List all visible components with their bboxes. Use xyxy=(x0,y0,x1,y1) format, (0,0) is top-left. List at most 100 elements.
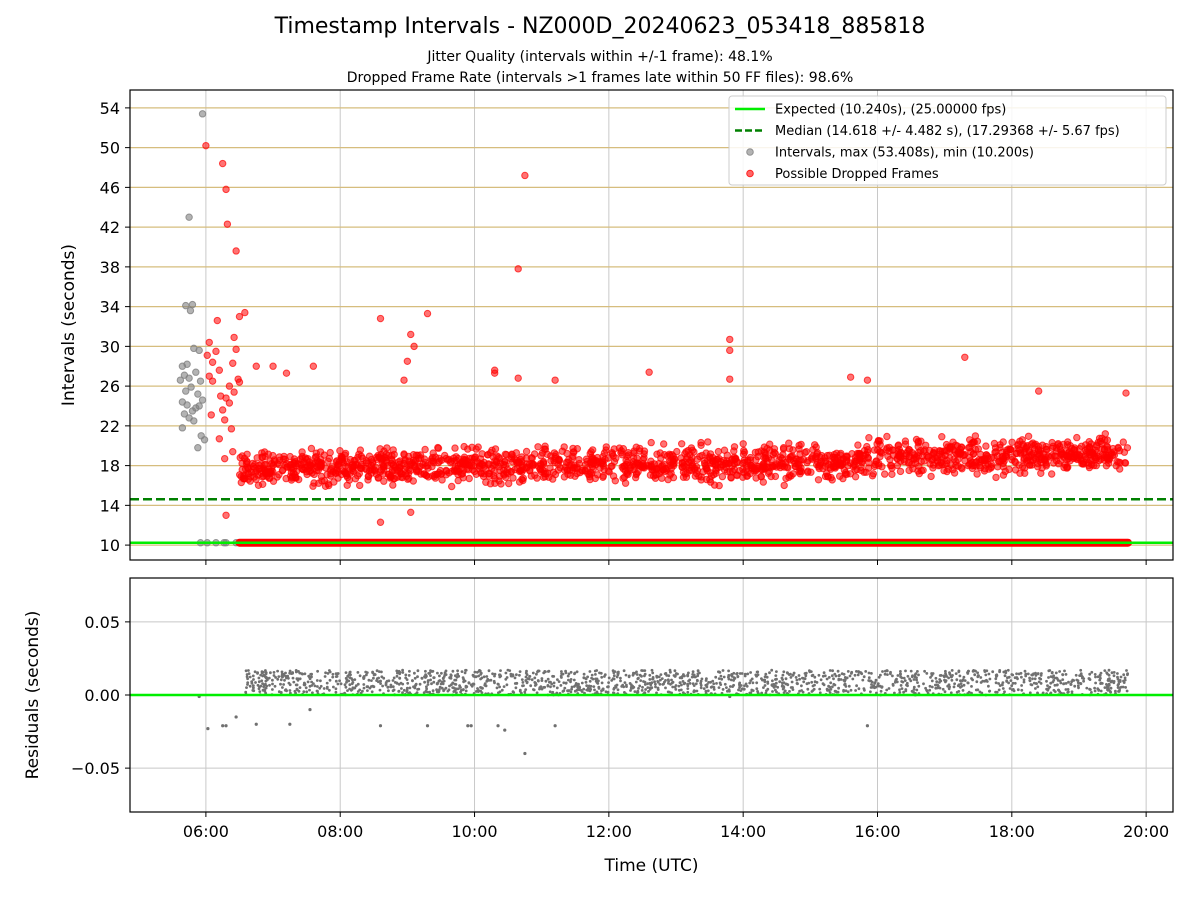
residual-point xyxy=(1123,676,1127,680)
residual-point xyxy=(472,682,476,686)
dropped-frame-point xyxy=(883,432,891,441)
dropped-frame-point xyxy=(235,378,244,386)
residual-point xyxy=(663,680,666,684)
dropped-frame-point xyxy=(407,508,415,517)
dropped-frame-point xyxy=(896,467,905,476)
bottom-ytick-label: 0.05 xyxy=(84,613,120,632)
residual-point xyxy=(976,671,979,675)
residual-point xyxy=(349,673,352,677)
dropped-frame-point xyxy=(998,448,1006,456)
residual-point xyxy=(442,679,446,683)
residual-point xyxy=(632,671,635,675)
top-ytick-label: 54 xyxy=(100,99,120,118)
residual-point xyxy=(950,675,953,679)
residual-point xyxy=(813,675,817,679)
residual-point xyxy=(959,685,962,689)
residual-point xyxy=(637,687,640,690)
residual-point xyxy=(346,689,349,692)
residual-point xyxy=(994,681,998,685)
residual-point xyxy=(308,677,312,681)
dropped-frame-point xyxy=(393,473,401,481)
residual-point xyxy=(958,674,962,678)
residual-point xyxy=(849,688,853,692)
residual-point xyxy=(699,686,703,690)
residual-point xyxy=(621,683,625,687)
residual-point xyxy=(702,687,706,690)
x-axis-label: Time (UTC) xyxy=(604,856,699,876)
residual-point xyxy=(407,674,411,677)
residual-point xyxy=(616,673,620,677)
dropped-frame-point xyxy=(894,442,902,450)
residual-point xyxy=(923,669,926,673)
residual-point xyxy=(1116,677,1120,681)
residual-point xyxy=(425,685,428,689)
residual-point xyxy=(763,678,767,682)
residual-point xyxy=(844,689,848,693)
residual-point xyxy=(1124,686,1127,689)
residual-point xyxy=(1034,687,1037,690)
dropped-frame-point xyxy=(252,362,260,370)
residual-point xyxy=(522,684,525,687)
residual-point xyxy=(534,681,537,685)
residual-point xyxy=(644,688,647,691)
residual-point xyxy=(699,683,703,687)
dropped-frame-point xyxy=(981,465,989,473)
residual-point xyxy=(1010,684,1014,688)
dropped-frame-point xyxy=(814,458,822,466)
residual-point xyxy=(856,673,860,677)
residual-point xyxy=(915,678,918,682)
residual-point xyxy=(254,722,258,726)
residual-point xyxy=(1081,675,1084,679)
dropped-frame-point xyxy=(259,480,267,488)
residual-point xyxy=(595,681,599,684)
residual-point xyxy=(1110,671,1114,675)
residual-point xyxy=(580,681,584,685)
residual-point xyxy=(269,671,272,675)
interval-point xyxy=(180,410,189,418)
residual-point xyxy=(493,672,497,676)
dropped-frame-point xyxy=(837,449,845,458)
residual-point xyxy=(763,675,767,679)
residual-point xyxy=(426,680,430,684)
residual-point xyxy=(505,683,509,687)
dropped-frame-point xyxy=(1011,457,1019,465)
residual-point xyxy=(832,677,835,681)
residual-point xyxy=(572,678,576,682)
dropped-frame-point xyxy=(230,388,238,396)
dropped-frame-point xyxy=(632,473,640,482)
residual-point xyxy=(1009,679,1013,682)
residual-point xyxy=(865,724,870,728)
residual-point xyxy=(950,669,954,672)
residual-point xyxy=(1039,677,1043,681)
residual-point xyxy=(979,681,983,684)
residual-point xyxy=(279,691,283,694)
dropped-frame-point xyxy=(208,377,217,385)
dropped-frame-point xyxy=(215,435,224,443)
dropped-frame-point xyxy=(497,480,505,488)
dropped-frame-point xyxy=(929,461,938,469)
residual-point xyxy=(802,677,805,680)
residual-point xyxy=(425,724,430,728)
residual-point xyxy=(466,724,470,728)
dropped-frame-point xyxy=(843,452,851,460)
residual-point xyxy=(1123,678,1127,682)
residual-point xyxy=(853,673,857,677)
residual-point xyxy=(692,684,696,687)
residual-point xyxy=(486,677,490,681)
residual-point xyxy=(735,672,739,675)
dropped-frame-point xyxy=(622,460,631,469)
residual-point xyxy=(943,690,947,694)
residual-point xyxy=(288,669,292,673)
residual-point xyxy=(867,676,871,680)
residual-point xyxy=(629,683,633,687)
residual-point xyxy=(904,669,907,673)
residual-point xyxy=(785,671,789,674)
bottom-ytick-label: −0.05 xyxy=(71,759,120,778)
dropped-frame-point xyxy=(232,345,240,354)
residual-point xyxy=(704,689,708,693)
dropped-frame-point xyxy=(496,454,504,463)
residual-point xyxy=(413,671,416,675)
residual-point xyxy=(719,674,723,678)
dropped-frame-point xyxy=(380,447,388,455)
residual-point xyxy=(915,688,919,692)
